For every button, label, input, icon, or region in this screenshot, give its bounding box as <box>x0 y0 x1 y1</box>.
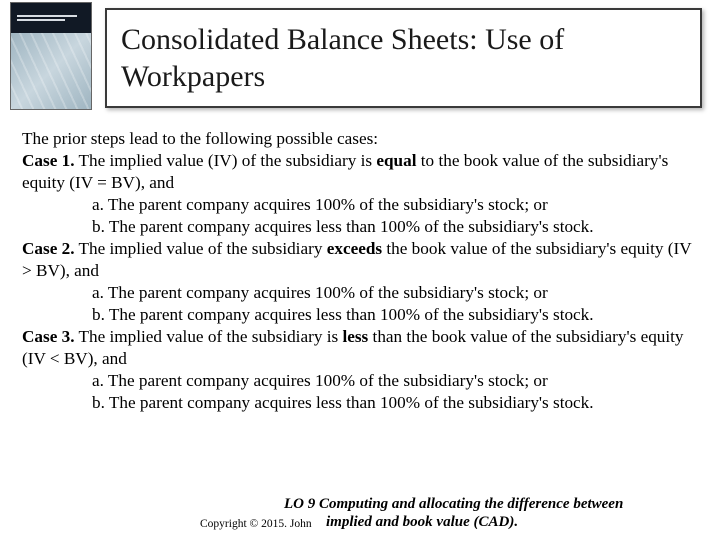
intro-line: The prior steps lead to the following po… <box>22 128 698 150</box>
title-box: Consolidated Balance Sheets: Use of Work… <box>105 8 702 108</box>
case-2-b: b. The parent company acquires less than… <box>22 304 698 326</box>
case-3-label: Case 3. <box>22 327 75 346</box>
case-3: Case 3. The implied value of the subsidi… <box>22 326 698 370</box>
copyright-text: Copyright © 2015. John <box>200 518 312 530</box>
case-1-a: a. The parent company acquires 100% of t… <box>22 194 698 216</box>
learning-objective: LO 9 Computing and allocating the differ… <box>284 495 704 533</box>
lo-line-2: implied and book value (CAD). <box>284 513 704 532</box>
case-3-a: a. The parent company acquires 100% of t… <box>22 370 698 392</box>
book-cover-image <box>10 2 92 110</box>
case-2: Case 2. The implied value of the subsidi… <box>22 238 698 282</box>
body-content: The prior steps lead to the following po… <box>22 128 698 414</box>
book-cover-top <box>11 3 91 33</box>
slide-header: Consolidated Balance Sheets: Use of Work… <box>0 0 720 118</box>
lo-line-1: LO 9 Computing and allocating the differ… <box>284 495 704 514</box>
case-1: Case 1. The implied value (IV) of the su… <box>22 150 698 194</box>
case-3-b: b. The parent company acquires less than… <box>22 392 698 414</box>
case-2-label: Case 2. <box>22 239 75 258</box>
case-1-b: b. The parent company acquires less than… <box>22 216 698 238</box>
book-cover-bottom <box>11 33 91 109</box>
slide-title: Consolidated Balance Sheets: Use of Work… <box>121 21 686 96</box>
case-1-label: Case 1. <box>22 151 75 170</box>
case-2-a: a. The parent company acquires 100% of t… <box>22 282 698 304</box>
